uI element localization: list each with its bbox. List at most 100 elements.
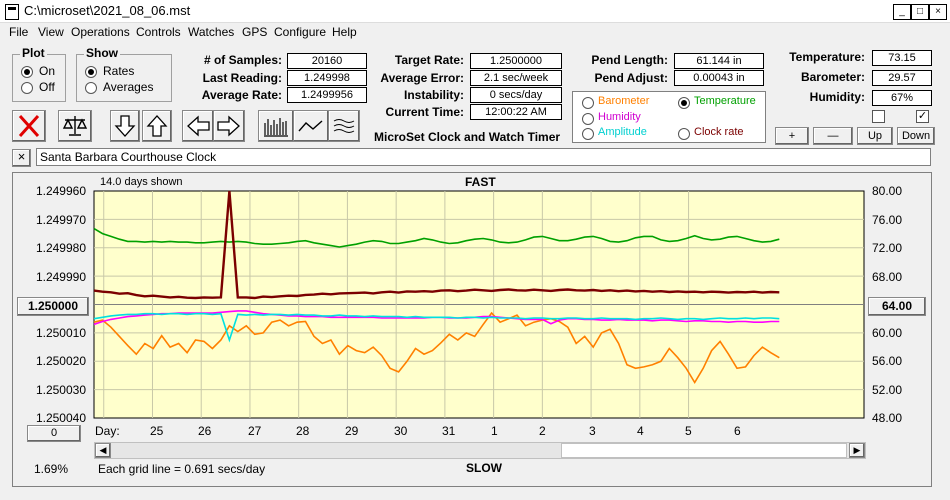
move-down-button[interactable] bbox=[110, 110, 140, 142]
day-tick-label: 31 bbox=[442, 424, 456, 438]
scroll-left-arrow-icon[interactable]: ◀ bbox=[95, 443, 111, 458]
y-tick-label: 1.249990 bbox=[35, 270, 86, 284]
close-button[interactable]: × bbox=[929, 4, 947, 20]
wave-lines-icon bbox=[333, 119, 355, 133]
watch-name-input[interactable]: Santa Barbara Courthouse Clock bbox=[36, 148, 931, 166]
day-tick-label: 26 bbox=[198, 424, 212, 438]
pend-length-value[interactable]: 61.144 in bbox=[674, 53, 764, 69]
menu-gps[interactable]: GPS bbox=[242, 25, 268, 39]
stop-button[interactable] bbox=[12, 110, 46, 142]
menu-help[interactable]: Help bbox=[332, 25, 357, 39]
plot-on-radio[interactable] bbox=[21, 66, 33, 78]
right-tick-label: 68.00 bbox=[872, 270, 903, 284]
temperature-env-label: Temperature: bbox=[789, 50, 865, 64]
humidity-env-value: 67% bbox=[872, 90, 932, 106]
show-averages-radio[interactable] bbox=[85, 82, 97, 94]
right-tick-label: 52.00 bbox=[872, 383, 903, 397]
menu-watches[interactable]: Watches bbox=[188, 25, 235, 39]
amplitude-label: Amplitude bbox=[598, 126, 647, 138]
day-tick-label: 30 bbox=[394, 424, 408, 438]
humidity-env-label: Humidity: bbox=[809, 90, 865, 104]
day-tick-label: 5 bbox=[685, 424, 692, 438]
scale-balance-icon bbox=[62, 116, 88, 136]
humidity-radio[interactable] bbox=[582, 113, 594, 125]
last-reading-value: 1.249998 bbox=[287, 70, 367, 86]
menu-controls[interactable]: Controls bbox=[136, 25, 181, 39]
show-averages-label: Averages bbox=[103, 80, 154, 94]
barometer-label: Barometer bbox=[598, 95, 650, 107]
arrow-up-icon bbox=[146, 115, 168, 137]
scale-up-button[interactable]: Up bbox=[857, 127, 893, 145]
day-tick-label: 2 bbox=[539, 424, 546, 438]
day-axis-label: Day: bbox=[95, 424, 120, 438]
day-tick-label: 1 bbox=[491, 424, 498, 438]
temperature-radio[interactable] bbox=[678, 97, 690, 109]
close-watch-button[interactable]: × bbox=[12, 149, 31, 167]
time-scrollbar[interactable]: ◀ ▶ bbox=[94, 442, 866, 459]
zero-button[interactable]: 0 bbox=[27, 425, 81, 442]
menu-operations[interactable]: Operations bbox=[71, 25, 130, 39]
current-time-label: Current Time: bbox=[385, 105, 464, 119]
minimize-button[interactable]: _ bbox=[893, 4, 911, 20]
center-rate-button[interactable]: 1.250000 bbox=[17, 297, 89, 316]
right-axis-options bbox=[572, 91, 766, 143]
day-tick-label: 29 bbox=[345, 424, 359, 438]
right-checkbox[interactable]: ✓ bbox=[916, 110, 929, 123]
move-up-button[interactable] bbox=[142, 110, 172, 142]
average-error-label: Average Error: bbox=[380, 71, 464, 85]
center-right-button[interactable]: 64.00 bbox=[868, 297, 926, 316]
current-time-value: 12:00:22 AM bbox=[470, 104, 562, 120]
right-tick-label: 56.00 bbox=[872, 354, 903, 368]
arrow-right-icon bbox=[217, 115, 240, 137]
day-tick-label: 25 bbox=[150, 424, 164, 438]
pend-length-label: Pend Length: bbox=[591, 53, 668, 67]
window-title: C:\microset\2021_08_06.mst bbox=[24, 3, 191, 18]
left-checkbox[interactable] bbox=[872, 110, 885, 123]
slow-label: SLOW bbox=[466, 461, 502, 475]
plot-off-radio[interactable] bbox=[21, 82, 33, 94]
scrollbar-thumb[interactable] bbox=[561, 443, 847, 458]
day-tick-label: 4 bbox=[637, 424, 644, 438]
menu-bar: File View Operations Controls Watches GP… bbox=[0, 22, 950, 42]
y-tick-label: 1.249960 bbox=[35, 184, 86, 198]
maximize-button[interactable]: □ bbox=[911, 4, 929, 20]
right-tick-label: 76.00 bbox=[872, 213, 903, 227]
menu-file[interactable]: File bbox=[9, 25, 29, 39]
plot-grid bbox=[94, 191, 864, 418]
grid-note: Each grid line = 0.691 secs/day bbox=[98, 462, 266, 476]
pend-adjust-value: 0.00043 in bbox=[674, 70, 764, 86]
line-view-button[interactable] bbox=[293, 110, 329, 142]
balance-button[interactable] bbox=[58, 110, 92, 142]
menu-view[interactable]: View bbox=[38, 25, 64, 39]
arrow-down-icon bbox=[114, 115, 136, 137]
barometer-env-value: 29.57 bbox=[872, 70, 932, 86]
title-bar: C:\microset\2021_08_06.mst _ □ × bbox=[0, 0, 950, 23]
scale-plus-button[interactable]: + bbox=[775, 127, 809, 145]
plot-off-label: Off bbox=[39, 80, 55, 94]
arrow-left-icon bbox=[187, 115, 210, 137]
scale-minus-button[interactable]: — bbox=[813, 127, 853, 145]
y-tick-label: 1.249980 bbox=[35, 241, 86, 255]
show-group-label: Show bbox=[84, 46, 120, 60]
clock-rate-radio[interactable] bbox=[678, 128, 690, 140]
plot-series bbox=[93, 190, 780, 385]
smooth-view-button[interactable] bbox=[328, 110, 360, 142]
show-rates-radio[interactable] bbox=[85, 66, 97, 78]
scale-down-button[interactable]: Down bbox=[897, 127, 935, 145]
scroll-right-arrow-icon[interactable]: ▶ bbox=[849, 443, 865, 458]
scroll-right-button[interactable] bbox=[213, 110, 245, 142]
day-tick-label: 6 bbox=[734, 424, 741, 438]
barometer-radio[interactable] bbox=[582, 97, 594, 109]
series-temperature bbox=[93, 227, 780, 248]
temperature-label: Temperature bbox=[694, 95, 756, 107]
amplitude-radio[interactable] bbox=[582, 128, 594, 140]
right-tick-label: 72.00 bbox=[872, 241, 903, 255]
y-tick-label: 1.250010 bbox=[35, 326, 86, 340]
series-barometer bbox=[93, 311, 780, 385]
instability-value: 0 secs/day bbox=[470, 87, 562, 103]
pend-adjust-label: Pend Adjust: bbox=[594, 71, 668, 85]
target-rate-value[interactable]: 1.2500000 bbox=[470, 53, 562, 69]
right-tick-label: 80.00 bbox=[872, 184, 903, 198]
show-rates-label: Rates bbox=[103, 64, 135, 78]
menu-configure[interactable]: Configure bbox=[274, 25, 327, 39]
